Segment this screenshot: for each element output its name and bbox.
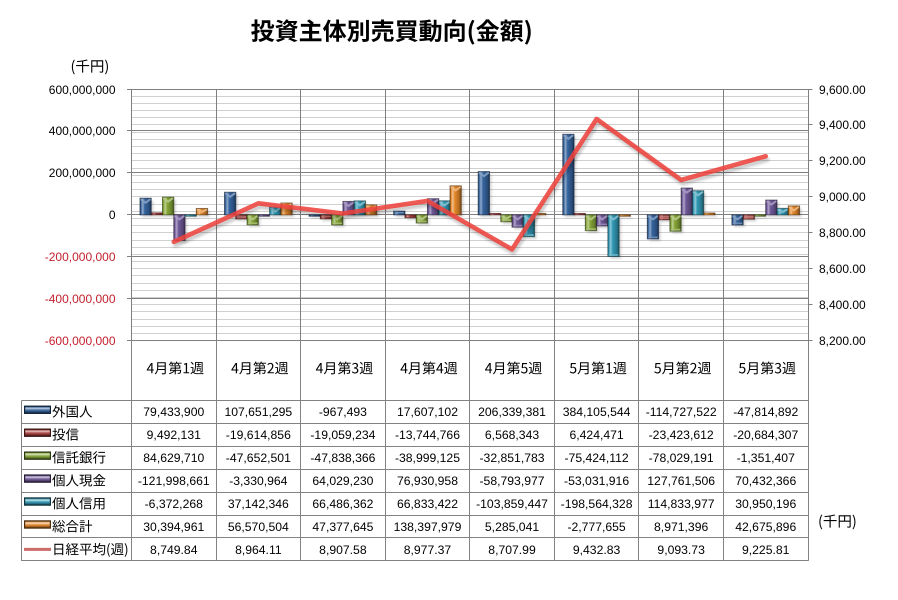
svg-text:-103,859,447: -103,859,447: [476, 497, 548, 511]
svg-text:-200,000,000: -200,000,000: [45, 250, 116, 264]
svg-text:30,394,961: 30,394,961: [143, 520, 204, 534]
svg-text:8,707.99: 8,707.99: [488, 543, 536, 557]
svg-text:6,424,471: 6,424,471: [569, 428, 623, 442]
svg-text:8,200.00: 8,200.00: [819, 334, 866, 348]
svg-text:206,339,381: 206,339,381: [478, 405, 546, 419]
svg-text:64,029,230: 64,029,230: [312, 474, 373, 488]
svg-text:-19,614,856: -19,614,856: [226, 428, 291, 442]
svg-text:8,749.84: 8,749.84: [150, 543, 198, 557]
svg-text:37,142,346: 37,142,346: [228, 497, 289, 511]
svg-text:42,675,896: 42,675,896: [735, 520, 796, 534]
svg-text:8,600.00: 8,600.00: [819, 262, 866, 276]
svg-text:8,971,396: 8,971,396: [654, 520, 708, 534]
svg-text:79,433,900: 79,433,900: [143, 405, 204, 419]
svg-text:-114,727,522: -114,727,522: [646, 405, 717, 419]
svg-text:-400,000,000: -400,000,000: [45, 292, 116, 306]
svg-text:114,833,977: 114,833,977: [648, 497, 715, 511]
svg-text:8,400.00: 8,400.00: [819, 298, 866, 312]
svg-text:66,486,362: 66,486,362: [312, 497, 373, 511]
svg-text:9,400.00: 9,400.00: [819, 118, 866, 132]
svg-text:9,432.83: 9,432.83: [573, 543, 621, 557]
svg-text:70,432,366: 70,432,366: [735, 474, 796, 488]
svg-text:9,200.00: 9,200.00: [819, 154, 866, 168]
svg-text:8,964.11: 8,964.11: [235, 543, 282, 557]
svg-text:-32,851,783: -32,851,783: [479, 451, 544, 465]
svg-text:-53,031,916: -53,031,916: [564, 474, 629, 488]
svg-text:9,492,131: 9,492,131: [147, 428, 201, 442]
svg-text:-19,059,234: -19,059,234: [310, 428, 375, 442]
svg-text:-1,351,407: -1,351,407: [737, 451, 795, 465]
svg-text:-13,744,766: -13,744,766: [395, 428, 460, 442]
svg-text:-3,330,964: -3,330,964: [229, 474, 287, 488]
svg-text:9,225.81: 9,225.81: [742, 543, 790, 557]
svg-text:66,833,422: 66,833,422: [397, 497, 458, 511]
svg-text:400,000,000: 400,000,000: [49, 124, 116, 138]
svg-text:-967,493: -967,493: [319, 405, 367, 419]
svg-text:9,000.00: 9,000.00: [819, 190, 866, 204]
svg-text:5,285,041: 5,285,041: [485, 520, 539, 534]
svg-text:-47,814,892: -47,814,892: [733, 405, 798, 419]
svg-text:8,800.00: 8,800.00: [819, 226, 866, 240]
svg-text:-47,838,366: -47,838,366: [310, 451, 375, 465]
svg-text:127,761,506: 127,761,506: [647, 474, 715, 488]
svg-text:17,607,102: 17,607,102: [397, 405, 458, 419]
svg-text:107,651,295: 107,651,295: [224, 405, 292, 419]
svg-text:9,093.73: 9,093.73: [657, 543, 705, 557]
svg-text:-2,777,655: -2,777,655: [567, 520, 625, 534]
svg-text:-58,793,977: -58,793,977: [479, 474, 544, 488]
svg-text:-78,029,191: -78,029,191: [649, 451, 714, 465]
svg-text:8,977.37: 8,977.37: [404, 543, 452, 557]
svg-text:384,105,544: 384,105,544: [563, 405, 631, 419]
svg-text:200,000,000: 200,000,000: [49, 166, 116, 180]
svg-text:-75,424,112: -75,424,112: [565, 451, 629, 465]
svg-text:-20,684,307: -20,684,307: [733, 428, 798, 442]
svg-text:-6,372,268: -6,372,268: [145, 497, 203, 511]
svg-text:47,377,645: 47,377,645: [312, 520, 373, 534]
svg-text:9,600.00: 9,600.00: [819, 83, 866, 97]
svg-text:0: 0: [109, 208, 116, 222]
svg-text:-38,999,125: -38,999,125: [395, 451, 460, 465]
svg-text:6,568,343: 6,568,343: [485, 428, 539, 442]
svg-text:30,950,196: 30,950,196: [735, 497, 796, 511]
svg-text:56,570,504: 56,570,504: [228, 520, 289, 534]
svg-text:-121,998,661: -121,998,661: [138, 474, 210, 488]
svg-text:-198,564,328: -198,564,328: [561, 497, 633, 511]
svg-text:8,907.58: 8,907.58: [319, 543, 367, 557]
svg-text:-600,000,000: -600,000,000: [45, 334, 116, 348]
svg-text:600,000,000: 600,000,000: [49, 83, 116, 97]
svg-text:76,930,958: 76,930,958: [397, 474, 458, 488]
svg-text:-47,652,501: -47,652,501: [226, 451, 291, 465]
svg-text:-23,423,612: -23,423,612: [649, 428, 714, 442]
svg-text:138,397,979: 138,397,979: [394, 520, 462, 534]
svg-text:84,629,710: 84,629,710: [143, 451, 204, 465]
